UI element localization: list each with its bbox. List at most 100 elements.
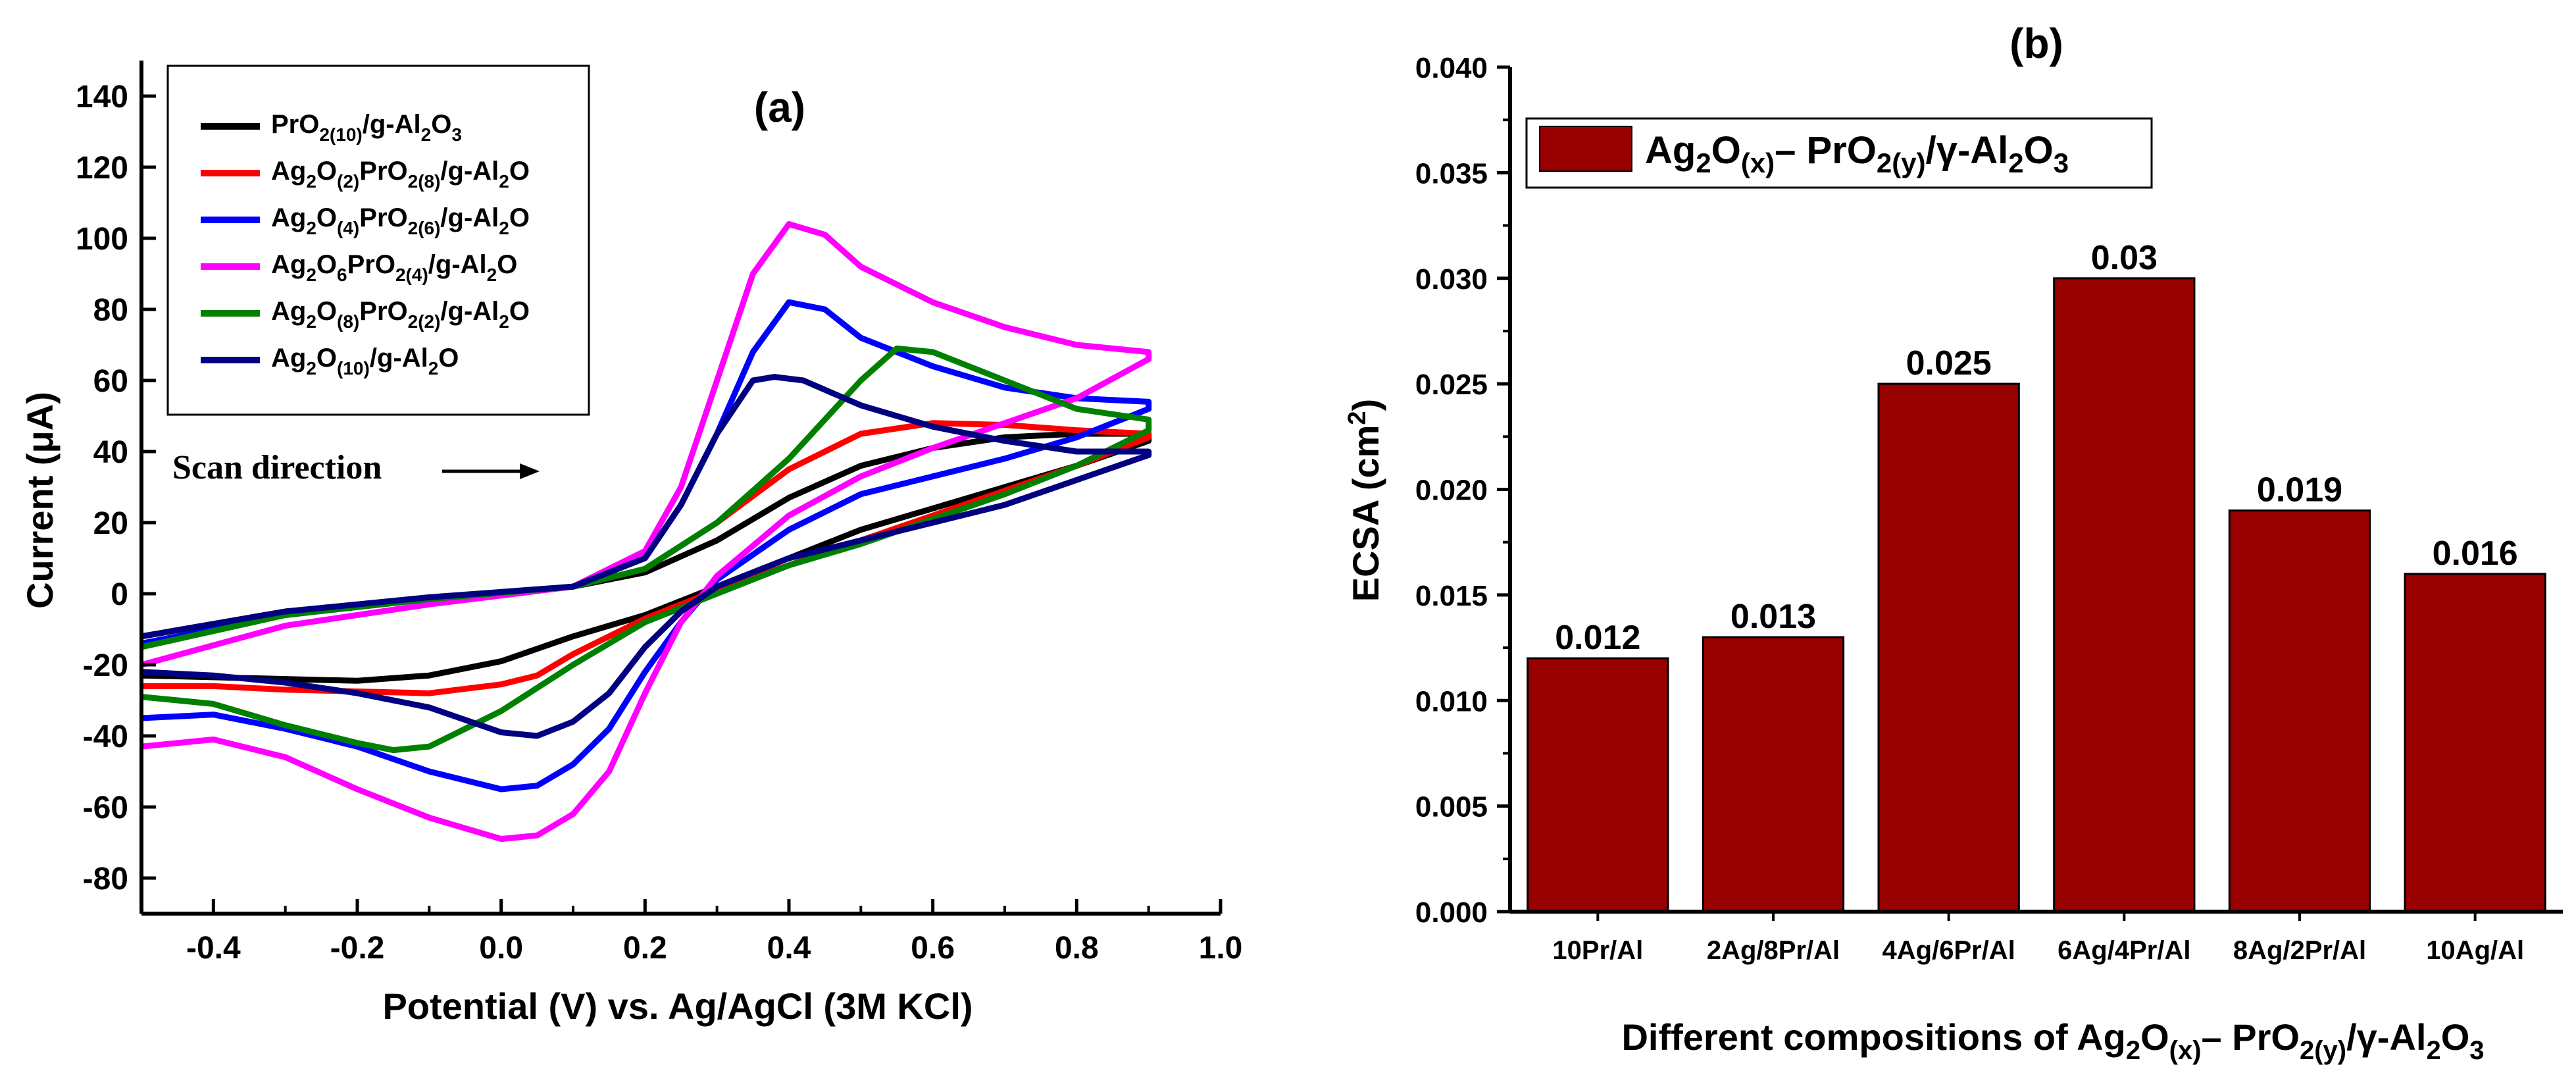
ecsa-legend-text-segment: O [1711, 129, 1741, 172]
ecsa-legend-text-subscript: (x) [1741, 147, 1775, 178]
cv-legend-text-segment: /g-Al [440, 203, 499, 232]
cv-legend-text-segment: O [431, 110, 451, 139]
cv-panel-label: (a) [754, 84, 805, 131]
cv-legend-text-subscript: (8) [337, 311, 359, 332]
ecsa-y-tick-label: 0.035 [1415, 157, 1488, 190]
ecsa-bar-value-label: 0.019 [2257, 471, 2342, 509]
cv-curves [140, 221, 1152, 843]
cv-legend-text-subscript: (2) [337, 171, 359, 192]
ecsa-x-axis-title-text-segment: O [2140, 1016, 2169, 1058]
ecsa-legend-text-segment: /γ-Al [1926, 129, 2009, 172]
scan-direction-label: Scan direction [172, 449, 382, 486]
ecsa-category-label: 10Ag/Al [2426, 936, 2524, 965]
cv-legend-text-subscript: 2 [306, 311, 316, 332]
cv-x-tick-label: -0.2 [330, 931, 385, 966]
scan-direction-annotation: Scan direction [172, 449, 540, 486]
cv-legend-entry-2: Ag2​O(2)​PrO2(8)​/g-Al2​O [271, 157, 530, 192]
ecsa-x-axis-title-text-segment: – PrO [2202, 1016, 2300, 1058]
cv-x-tick-label: 0.6 [911, 931, 955, 966]
cv-legend-text-segment: Ag [271, 203, 306, 232]
cv-legend-text-segment: O [316, 203, 337, 232]
ecsa-x-axis-title-text-subscript: (x) [2169, 1036, 2202, 1065]
ecsa-category-label: 2Ag/8Pr/Al [1707, 936, 1840, 965]
ecsa-legend-text-subscript: 2 [2008, 147, 2023, 178]
ecsa-legend-text-subscript: 3 [2054, 147, 2069, 178]
cv-legend-text-segment: PrO [271, 110, 319, 139]
cv-legend-text-segment: /g-Al [370, 344, 428, 373]
cv-y-tick-label: 60 [93, 364, 128, 399]
cv-x-tick-label: 0.4 [767, 931, 811, 966]
cv-legend-text-segment: /g-Al [428, 250, 487, 279]
cv-x-tick-label: 0.2 [623, 931, 667, 966]
cv-legend-text-subscript: 2(2) [408, 311, 441, 332]
ecsa-legend-text-segment: O [2024, 129, 2054, 172]
ecsa-y-tick-label: 0.005 [1415, 791, 1488, 823]
ecsa-legend-text-subscript: 2 [1696, 147, 1711, 178]
cv-legend-text-subscript: 6 [337, 265, 347, 285]
cv-legend-text-subscript: 2 [306, 265, 316, 285]
cv-x-tick-label: 0.0 [479, 931, 523, 966]
ecsa-x-axis-title-text-segment: Different compositions of Ag [1621, 1016, 2125, 1058]
ecsa-bar-2 [1702, 636, 1845, 913]
ecsa-category-label: 6Ag/4Pr/Al [2058, 936, 2190, 965]
cv-x-tick-label: -0.4 [186, 931, 241, 966]
cv-legend-text-segment: O [497, 250, 517, 279]
cv-y-tick-label: -80 [83, 862, 128, 897]
ecsa-y-tick-label: 0.000 [1415, 897, 1488, 929]
cv-legend-text-subscript: 2(6) [408, 218, 441, 238]
cv-y-tick-label: 140 [76, 80, 128, 115]
ecsa-panel: 0.012 10Pr/Al 0.013 2Ag/8Pr/Al 0.025 4Ag/6Pr/… [1344, 20, 2563, 1065]
cv-y-tick-label: -40 [83, 719, 128, 754]
cv-legend-text-subscript: 3 [451, 124, 462, 145]
cv-legend-text-subscript: (10) [337, 358, 370, 378]
cv-y-tick-label: -60 [83, 791, 128, 825]
cv-legend-text-subscript: 2(10) [319, 124, 362, 145]
ecsa-bar-1 [1527, 657, 1669, 913]
ecsa-y-axis-title-main: ECSA (cm [1345, 425, 1386, 602]
cv-legend-text-subscript: 2 [499, 218, 509, 238]
cv-legend-entry-6: Ag2​O(10)​/g-Al2​O [271, 344, 459, 378]
ecsa-y-tick-label: 0.020 [1415, 475, 1488, 507]
ecsa-legend-text-segment: Ag [1645, 129, 1696, 172]
cv-y-tick-label: 80 [93, 293, 128, 328]
scan-direction-arrowhead-icon [520, 463, 540, 479]
cv-panel: -80 -60 -40 -20 0 20 40 60 80 100 120 140 -0.4 -0.2 0.… [19, 61, 1242, 1027]
ecsa-legend: Ag2​O(x)​– PrO2(y)​/γ-Al2​O3​ [1525, 117, 2153, 189]
cv-legend-entry-5: Ag2​O(8)​PrO2(2)​/g-Al2​O [271, 297, 530, 332]
cv-legend-text-segment: /g-Al [363, 110, 421, 139]
ecsa-x-axis-title-text-subscript: 2 [2126, 1036, 2140, 1065]
cv-legend-text-segment: Ag [271, 250, 306, 279]
cv-legend-text-segment: Ag [271, 297, 306, 326]
cv-x-tick-label: 1.0 [1199, 931, 1243, 966]
cv-legend-entry-1: PrO2(10)​/g-Al2​O3​ [271, 110, 462, 145]
cv-series-line-5 [141, 345, 1152, 754]
cv-legend-text-subscript: 2 [306, 358, 316, 378]
cv-legend-text-segment: PrO [347, 250, 395, 279]
cv-legend-text-segment: O [316, 250, 337, 279]
ecsa-y-tick-label: 0.010 [1415, 685, 1488, 717]
ecsa-category-label: 8Ag/2Pr/Al [2233, 936, 2366, 965]
cv-legend-text-segment: O [316, 157, 337, 186]
ecsa-y-tick-label: 0.015 [1415, 580, 1488, 612]
cv-legend-text-subscript: 2(4) [395, 265, 428, 285]
ecsa-bar-6 [2404, 573, 2546, 913]
cv-y-tick-label: 0 [111, 577, 128, 612]
cv-legend-text-subscript: 2 [499, 171, 509, 192]
cv-legend: PrO2(10)​/g-Al2​O3​Ag2​O(2)​PrO2(8)​/g-A… [166, 65, 590, 416]
cv-x-tick-label: 0.8 [1055, 931, 1099, 966]
ecsa-y-tick-label: 0.025 [1415, 369, 1488, 401]
cv-legend-text-subscript: 2 [421, 124, 432, 145]
ecsa-legend-text-subscript: 2(y) [1877, 147, 1926, 178]
cv-legend-text-segment: O [316, 344, 337, 373]
cv-x-axis-title: Potential (V) vs. Ag/AgCl (3M KCl) [382, 985, 972, 1027]
cv-legend-text-segment: Ag [271, 157, 306, 186]
ecsa-y-tick-label: 0.040 [1415, 52, 1488, 84]
cv-legend-text-segment: O [438, 344, 459, 373]
cv-legend-text-segment: O [509, 157, 530, 186]
cv-y-tick-label: 100 [76, 222, 128, 257]
ecsa-axes: 0.000 0.005 0.010 0.015 0.020 0.025 0.030 0.035… [1415, 52, 2563, 929]
cv-legend-text-segment: PrO [359, 203, 407, 232]
cv-y-tick-label: 20 [93, 506, 128, 541]
ecsa-bar-value-label: 0.025 [1906, 344, 1992, 382]
